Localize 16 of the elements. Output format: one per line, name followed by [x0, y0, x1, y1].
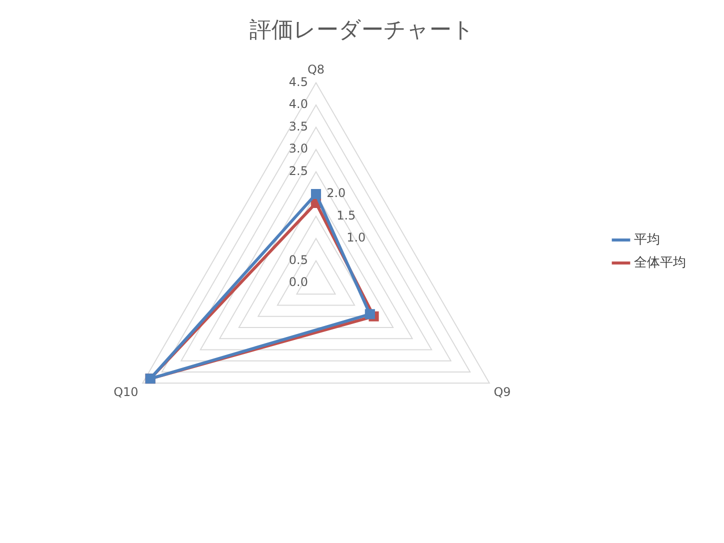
y-tick-label: 4.0 [288, 97, 308, 112]
y-tick-label: 2.0 [326, 186, 346, 200]
y-tick-label: 3.0 [288, 142, 308, 156]
spoke-label: Q10 [114, 384, 138, 399]
legend-label: 全体平均 [634, 255, 686, 270]
y-tick-label: 1.5 [336, 208, 356, 222]
y-tick-label: 3.5 [288, 119, 308, 134]
y-tick-label: 4.5 [288, 74, 308, 89]
legend-label: 平均 [634, 232, 660, 248]
chart-title: 評価レーダーチャート [250, 18, 474, 43]
y-tick-label: 1.0 [346, 230, 366, 245]
y-tick-label: 0.5 [288, 252, 308, 267]
spoke-label: Q8 [307, 62, 325, 77]
spoke-label: Q9 [494, 384, 511, 399]
y-tick-label: 0.0 [288, 275, 308, 290]
y-tick-label: 2.5 [288, 164, 308, 178]
